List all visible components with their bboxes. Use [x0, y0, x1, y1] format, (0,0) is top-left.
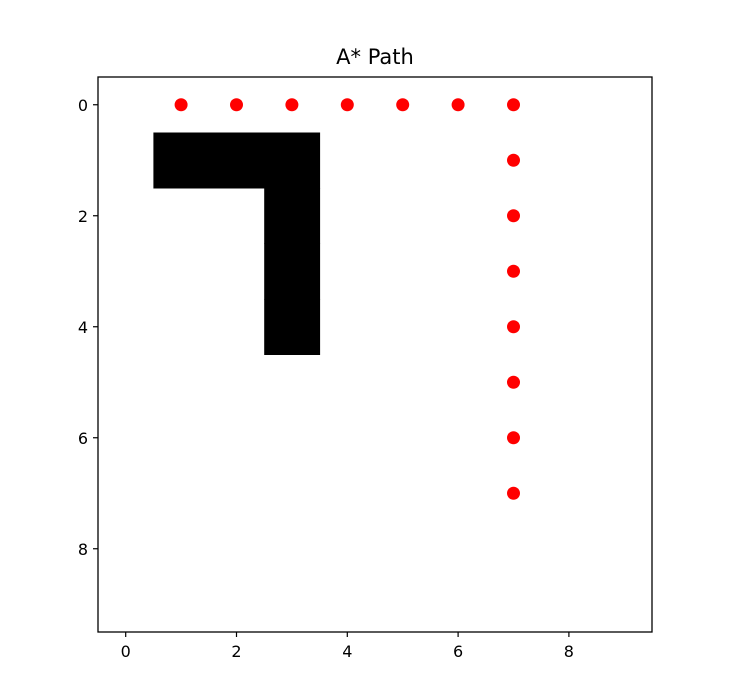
- path-point: [507, 431, 520, 445]
- path-point: [507, 486, 520, 500]
- obstacle-cell: [264, 188, 321, 244]
- path-point: [507, 153, 520, 167]
- path-point: [507, 209, 520, 223]
- y-tick-label: 2: [78, 207, 88, 226]
- path-point: [507, 98, 520, 112]
- x-tick-label: 0: [121, 642, 131, 661]
- obstacle-cell: [208, 132, 265, 189]
- path-point: [507, 320, 520, 334]
- x-tick-label: 6: [453, 642, 463, 661]
- path-point: [507, 375, 520, 389]
- path-point: [285, 98, 299, 112]
- obstacle-cell: [153, 132, 210, 189]
- plot-area: 0 2 4 6 8 0 2 4 6 8: [78, 76, 653, 661]
- obstacle-cell: [264, 132, 321, 189]
- path-point: [340, 98, 354, 112]
- x-tick-label: 2: [231, 642, 241, 661]
- obstacle-cell: [264, 243, 321, 300]
- y-tick-label: 0: [78, 96, 88, 115]
- path-point: [451, 98, 465, 112]
- x-tick-label: 8: [564, 642, 574, 661]
- y-tick-label: 8: [78, 540, 88, 559]
- y-tick-label: 6: [78, 429, 88, 448]
- path-point: [396, 98, 410, 112]
- path-point: [507, 264, 520, 278]
- path-point: [230, 98, 243, 112]
- chart-title: A* Path: [336, 45, 414, 69]
- path-point: [174, 98, 188, 112]
- y-tick-label: 4: [78, 318, 88, 337]
- axes-frame: [97, 76, 653, 633]
- x-tick-label: 4: [342, 642, 352, 661]
- obstacle-cell: [264, 299, 321, 355]
